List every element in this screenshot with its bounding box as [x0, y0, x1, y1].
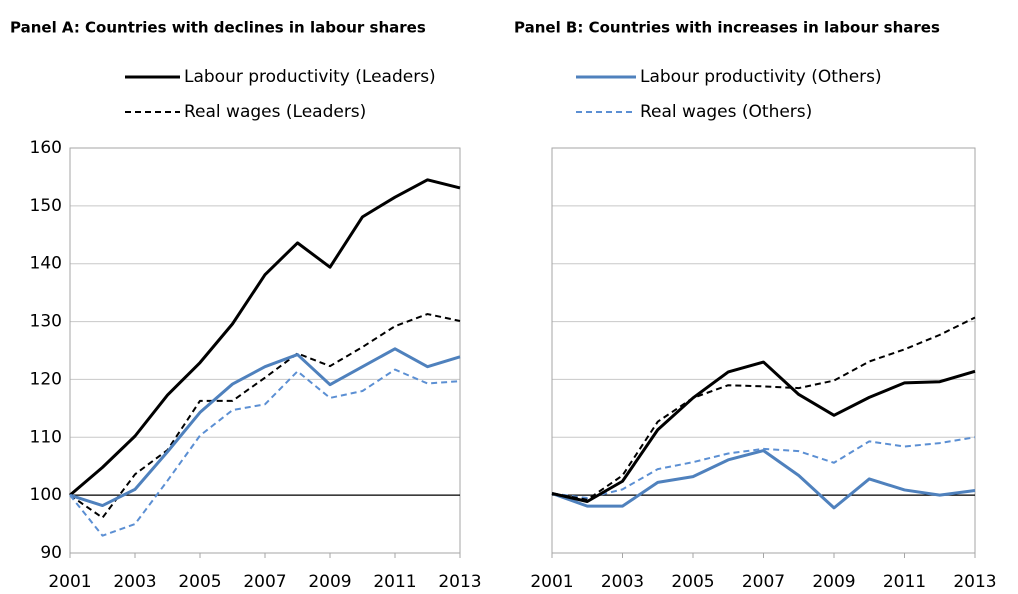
panel-title: Panel A: Countries with declines in labo… [10, 19, 426, 37]
x-tick-label: 2007 [243, 572, 286, 592]
x-tick-label: 2003 [601, 572, 644, 592]
y-tick-label: 150 [30, 196, 62, 216]
x-tick-label: 2011 [883, 572, 926, 592]
series-line [551, 436, 976, 500]
x-tick-label: 2003 [113, 572, 156, 592]
y-tick-label: 100 [30, 485, 62, 505]
x-tick-label: 2001 [530, 572, 573, 592]
x-tick-label: 2007 [742, 572, 785, 592]
legend-label: Real wages (Leaders) [184, 102, 366, 122]
panel-title: Panel B: Countries with increases in lab… [514, 19, 940, 37]
legend-label: Labour productivity (Others) [640, 67, 882, 87]
x-tick-label: 2005 [178, 572, 221, 592]
y-tick-label: 90 [40, 543, 62, 563]
series-line [551, 449, 976, 510]
legend-label: Labour productivity (Leaders) [184, 67, 436, 87]
x-tick-label: 2011 [373, 572, 416, 592]
x-tick-label: 2005 [671, 572, 714, 592]
y-tick-label: 140 [30, 254, 62, 274]
x-tick-label: 2013 [953, 572, 996, 592]
series-line [69, 347, 461, 508]
series-line [69, 368, 461, 537]
y-tick-label: 160 [30, 138, 62, 158]
x-tick-label: 2009 [308, 572, 351, 592]
legend-label: Real wages (Others) [640, 102, 812, 122]
series-line [69, 178, 461, 497]
y-tick-label: 110 [30, 427, 62, 447]
x-tick-label: 2001 [48, 572, 91, 592]
x-tick-label: 2009 [812, 572, 855, 592]
series-line [69, 313, 461, 519]
y-tick-label: 130 [30, 312, 62, 332]
y-tick-label: 120 [30, 369, 62, 389]
series-line [551, 316, 976, 501]
series-line [551, 360, 976, 504]
x-tick-label: 2013 [438, 572, 481, 592]
